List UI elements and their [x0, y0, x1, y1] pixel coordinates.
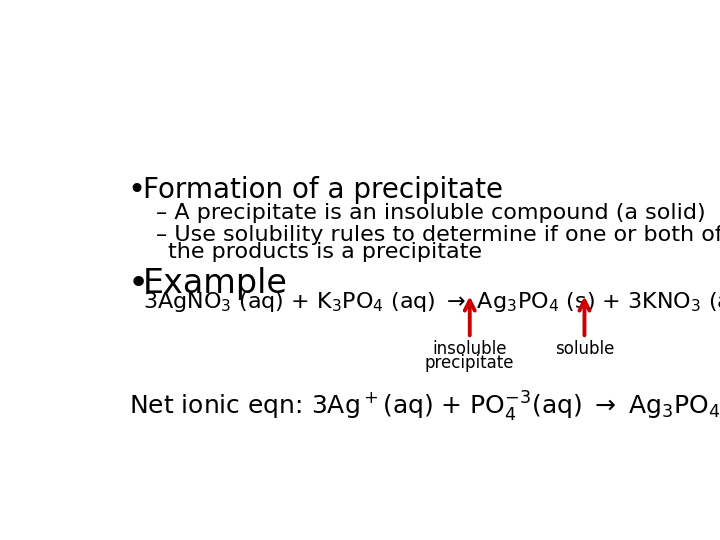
Text: •: •	[127, 267, 148, 301]
Text: •: •	[127, 177, 145, 205]
Text: – Use solubility rules to determine if one or both of: – Use solubility rules to determine if o…	[156, 225, 720, 245]
Text: Net ionic eqn: $\mathregular{3Ag^+}$(aq) + $\mathregular{PO_4^{-3}}$(aq) $\right: Net ionic eqn: $\mathregular{3Ag^+}$(aq)…	[129, 390, 720, 424]
Text: Example: Example	[143, 267, 287, 300]
Text: – A precipitate is an insoluble compound (a solid): – A precipitate is an insoluble compound…	[156, 202, 706, 222]
Text: soluble: soluble	[555, 340, 614, 359]
Text: $\mathregular{3AgNO_3}$ (aq) + $\mathregular{K_3PO_4}$ (aq) $\rightarrow$ $\math: $\mathregular{3AgNO_3}$ (aq) + $\mathreg…	[143, 289, 720, 314]
Text: precipitate: precipitate	[425, 354, 515, 372]
Text: the products is a precipitate: the products is a precipitate	[168, 242, 482, 262]
Text: Formation of a precipitate: Formation of a precipitate	[143, 177, 503, 205]
Text: insoluble: insoluble	[433, 340, 507, 359]
